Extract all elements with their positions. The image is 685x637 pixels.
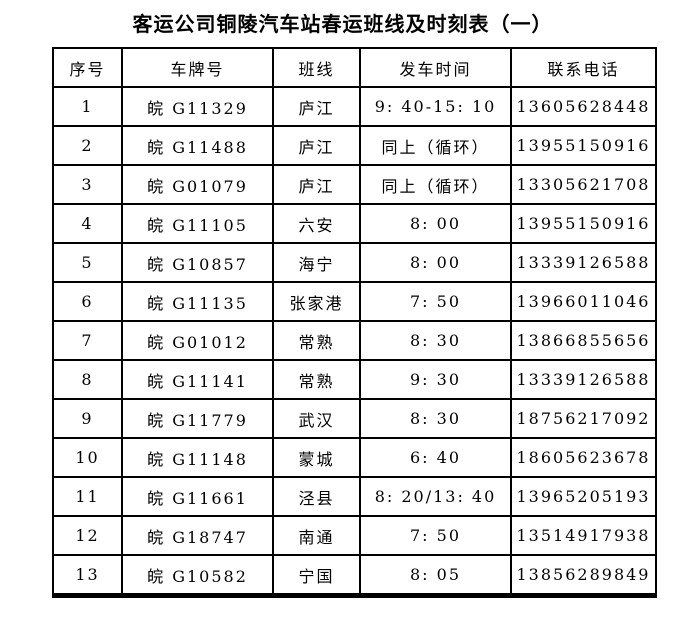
cell-plate: 皖 G10582 — [121, 554, 274, 597]
document-title: 客运公司铜陵汽车站春运班线及时刻表（一） — [132, 12, 553, 36]
cell-index: 5 — [52, 242, 123, 283]
cell-index: 9 — [52, 398, 123, 439]
cell-route: 六安 — [272, 203, 361, 244]
cell-route: 海宁 — [272, 242, 361, 283]
cell-index: 13 — [52, 554, 123, 597]
cell-plate: 皖 G11105 — [121, 203, 274, 244]
cell-phone: 18605623678 — [510, 437, 657, 478]
cell-route: 武汉 — [272, 398, 361, 439]
cell-index: 11 — [52, 476, 123, 517]
cell-index: 6 — [52, 281, 123, 322]
header-cell-plate: 车牌号 — [121, 47, 274, 88]
header-cell-phone: 联系电话 — [510, 47, 657, 88]
cell-plate: 皖 G11141 — [121, 359, 274, 400]
cell-time: 6: 40 — [359, 437, 512, 478]
cell-time: 9: 30 — [359, 359, 512, 400]
cell-index: 12 — [52, 515, 123, 556]
cell-phone: 13965205193 — [510, 476, 657, 517]
cell-time: 7: 50 — [359, 515, 512, 556]
cell-index: 1 — [52, 86, 123, 127]
cell-phone: 13955150916 — [510, 125, 657, 166]
cell-plate: 皖 G11661 — [121, 476, 274, 517]
cell-plate: 皖 G11488 — [121, 125, 274, 166]
cell-time: 同上（循环） — [359, 164, 512, 205]
cell-route: 庐江 — [272, 86, 361, 127]
cell-plate: 皖 G11779 — [121, 398, 274, 439]
cell-phone: 18756217092 — [510, 398, 657, 439]
cell-phone: 13866855656 — [510, 320, 657, 361]
table-row: 13 皖 G10582 宁国 8: 05 13856289849 — [52, 554, 657, 597]
header-cell-route: 班线 — [272, 47, 361, 88]
cell-plate: 皖 G01012 — [121, 320, 274, 361]
cell-phone: 13514917938 — [510, 515, 657, 556]
cell-time: 同上（循环） — [359, 125, 512, 166]
cell-route: 张家港 — [272, 281, 361, 322]
cell-route: 常熟 — [272, 359, 361, 400]
cell-phone: 13339126588 — [510, 242, 657, 283]
cell-time: 8: 30 — [359, 398, 512, 439]
cell-phone: 13966011046 — [510, 281, 657, 322]
cell-index: 7 — [52, 320, 123, 361]
cell-route: 庐江 — [272, 125, 361, 166]
cell-phone: 13955150916 — [510, 203, 657, 244]
cell-plate: 皖 G11148 — [121, 437, 274, 478]
header-row: 序号 车牌号 班线 发车时间 联系电话 — [52, 47, 657, 88]
cell-phone: 13339126588 — [510, 359, 657, 400]
cell-index: 10 — [52, 437, 123, 478]
cell-time: 8: 30 — [359, 320, 512, 361]
cell-plate: 皖 G18747 — [121, 515, 274, 556]
cell-index: 8 — [52, 359, 123, 400]
header-cell-index: 序号 — [52, 47, 123, 88]
cell-time: 8: 00 — [359, 203, 512, 244]
cell-route: 蒙城 — [272, 437, 361, 478]
cell-time: 7: 50 — [359, 281, 512, 322]
cell-index: 2 — [52, 125, 123, 166]
cell-plate: 皖 G01079 — [121, 164, 274, 205]
cell-plate: 皖 G11329 — [121, 86, 274, 127]
table-row: 11 皖 G11661 泾县 8: 20/13: 40 13965205193 — [52, 476, 657, 517]
cell-route: 常熟 — [272, 320, 361, 361]
cell-time: 9: 40-15: 10 — [359, 86, 512, 127]
header-cell-time: 发车时间 — [359, 47, 512, 88]
cell-time: 8: 05 — [359, 554, 512, 597]
cell-plate: 皖 G10857 — [121, 242, 274, 283]
cell-phone: 13305621708 — [510, 164, 657, 205]
cell-phone: 13605628448 — [510, 86, 657, 127]
cell-index: 3 — [52, 164, 123, 205]
cell-plate: 皖 G11135 — [121, 281, 274, 322]
cell-index: 4 — [52, 203, 123, 244]
table-row: 10 皖 G11148 蒙城 6: 40 18605623678 — [52, 437, 657, 478]
cell-route: 庐江 — [272, 164, 361, 205]
cell-route: 泾县 — [272, 476, 361, 517]
table-row: 12 皖 G18747 南通 7: 50 13514917938 — [52, 515, 657, 556]
cell-route: 宁国 — [272, 554, 361, 597]
cell-route: 南通 — [272, 515, 361, 556]
cell-time: 8: 00 — [359, 242, 512, 283]
cell-phone: 13856289849 — [510, 554, 657, 597]
cell-time: 8: 20/13: 40 — [359, 476, 512, 517]
